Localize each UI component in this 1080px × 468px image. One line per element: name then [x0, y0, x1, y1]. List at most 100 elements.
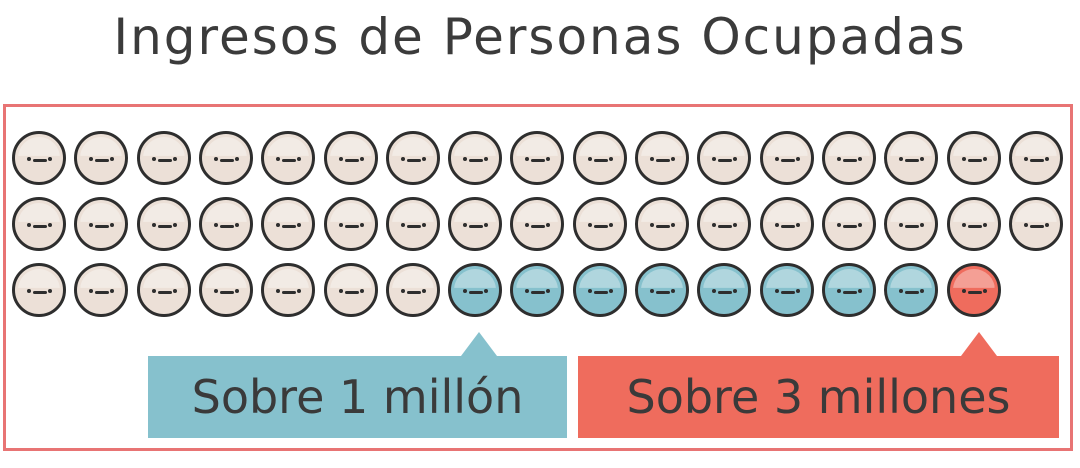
face-eye	[297, 223, 302, 227]
face-highlight	[329, 269, 372, 288]
face-highlight	[204, 269, 247, 288]
face-eye	[774, 223, 779, 227]
face-eye	[27, 157, 31, 161]
face-eye	[338, 289, 343, 293]
person-icon-beige	[74, 263, 129, 317]
person-icon-beige	[385, 197, 440, 251]
person-icon-beige	[1008, 197, 1063, 251]
person-icon-blue	[572, 263, 627, 317]
face-highlight	[80, 137, 123, 156]
face-mouth	[531, 225, 546, 228]
face-eye	[297, 289, 302, 293]
face-highlight	[641, 203, 683, 222]
face-eye	[421, 289, 426, 293]
face-eye	[650, 289, 654, 293]
face-highlight	[329, 137, 372, 156]
person-icon-beige	[572, 197, 627, 251]
face-mouth	[780, 159, 795, 162]
face-mouth	[905, 159, 920, 162]
face-highlight	[765, 137, 808, 156]
person-icon-blue	[759, 263, 814, 317]
face-eye	[234, 157, 239, 161]
face-eye	[795, 223, 800, 227]
face-mouth	[718, 225, 733, 228]
person-icon-beige	[821, 131, 876, 185]
person-icon-beige	[697, 197, 752, 251]
face-eye	[525, 157, 530, 161]
person-icon-beige	[884, 131, 939, 185]
face-mouth	[95, 225, 110, 228]
person-icon-beige	[261, 131, 316, 185]
face-mouth	[1029, 225, 1044, 228]
face-eye	[982, 289, 987, 293]
face-eye	[836, 223, 841, 227]
face-eye	[525, 223, 530, 227]
face-eye	[795, 157, 800, 161]
face-eye	[899, 157, 904, 161]
face-eye	[733, 223, 738, 227]
face-mouth	[219, 159, 234, 162]
face-eye	[338, 223, 343, 227]
label-over-1m: Sobre 1 millón	[148, 356, 567, 438]
face-eye	[234, 223, 239, 227]
face-mouth	[593, 291, 608, 294]
face-eye	[857, 289, 862, 293]
face-mouth	[531, 291, 546, 294]
face-eye	[608, 223, 613, 227]
face-highlight	[391, 203, 434, 222]
face-highlight	[142, 137, 185, 156]
face-eye	[795, 289, 800, 293]
face-eye	[587, 289, 592, 293]
face-eye	[712, 223, 717, 227]
face-highlight	[18, 203, 60, 222]
face-eye	[359, 289, 364, 293]
face-eye	[546, 223, 551, 227]
person-icon-blue	[884, 263, 939, 317]
face-highlight	[516, 269, 559, 288]
face-eye	[608, 157, 613, 161]
face-mouth	[780, 291, 795, 294]
face-eye	[733, 289, 738, 293]
face-highlight	[80, 269, 123, 288]
face-eye	[213, 157, 218, 161]
face-mouth	[282, 291, 297, 294]
face-eye	[151, 289, 156, 293]
face-eye	[546, 157, 551, 161]
face-eye	[400, 157, 405, 161]
face-highlight	[18, 269, 60, 288]
face-highlight	[952, 203, 995, 222]
face-highlight	[765, 203, 808, 222]
person-icon-blue	[697, 263, 752, 317]
person-icon-beige	[74, 197, 129, 251]
face-eye	[1023, 157, 1028, 161]
person-icon-beige	[385, 131, 440, 185]
face-eye	[27, 289, 31, 293]
face-mouth	[842, 291, 857, 294]
face-highlight	[952, 137, 995, 156]
face-eye	[48, 223, 52, 227]
face-highlight	[578, 269, 621, 288]
face-mouth	[842, 225, 857, 228]
face-highlight	[890, 137, 933, 156]
face-eye	[1044, 157, 1049, 161]
face-mouth	[406, 225, 421, 228]
face-eye	[650, 223, 654, 227]
person-icon-beige	[136, 263, 191, 317]
face-highlight	[890, 203, 933, 222]
person-icon-blue	[821, 263, 876, 317]
person-icon-beige	[198, 131, 253, 185]
face-eye	[359, 223, 364, 227]
person-icon-blue	[448, 263, 503, 317]
face-highlight	[1014, 203, 1057, 222]
face-eye	[463, 157, 468, 161]
face-eye	[463, 223, 468, 227]
person-icon-beige	[385, 263, 440, 317]
face-mouth	[718, 291, 733, 294]
face-mouth	[469, 225, 484, 228]
face-highlight	[516, 203, 559, 222]
face-eye	[1044, 223, 1049, 227]
person-icon-blue	[635, 263, 689, 317]
person-icon-beige	[1008, 131, 1063, 185]
face-eye	[276, 157, 281, 161]
person-icon-beige	[12, 131, 66, 185]
